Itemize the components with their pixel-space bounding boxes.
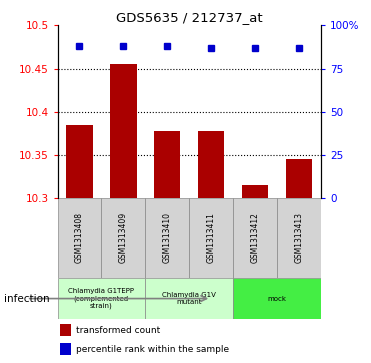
Bar (189, 198, 233, 278)
Text: GSM1313408: GSM1313408 (75, 212, 84, 263)
Text: GSM1313412: GSM1313412 (250, 212, 260, 263)
Text: Chlamydia G1TEPP
(complemented
strain): Chlamydia G1TEPP (complemented strain) (68, 288, 134, 309)
Text: infection: infection (4, 294, 49, 303)
Bar (198, 131, 224, 198)
Bar (242, 185, 268, 198)
Bar (277, 198, 321, 278)
Text: Chlamydia G1V
mutant: Chlamydia G1V mutant (162, 292, 216, 305)
Text: GSM1313410: GSM1313410 (163, 212, 172, 263)
Bar (101, 198, 145, 278)
Text: percentile rank within the sample: percentile rank within the sample (76, 345, 229, 354)
Bar (58, 278, 145, 319)
Bar (66, 125, 93, 198)
Text: GSM1313411: GSM1313411 (207, 212, 216, 263)
Bar (154, 131, 180, 198)
Text: GSM1313409: GSM1313409 (119, 212, 128, 263)
Bar (60, 324, 70, 336)
Text: GSM1313413: GSM1313413 (295, 212, 303, 263)
Bar (145, 278, 233, 319)
Bar (233, 198, 277, 278)
Bar (286, 159, 312, 198)
Bar (110, 64, 137, 198)
Text: transformed count: transformed count (76, 326, 160, 335)
Bar (145, 198, 189, 278)
Text: mock: mock (267, 295, 286, 302)
Title: GDS5635 / 212737_at: GDS5635 / 212737_at (116, 11, 263, 24)
Bar (233, 278, 321, 319)
Bar (58, 198, 101, 278)
Bar (60, 343, 70, 355)
